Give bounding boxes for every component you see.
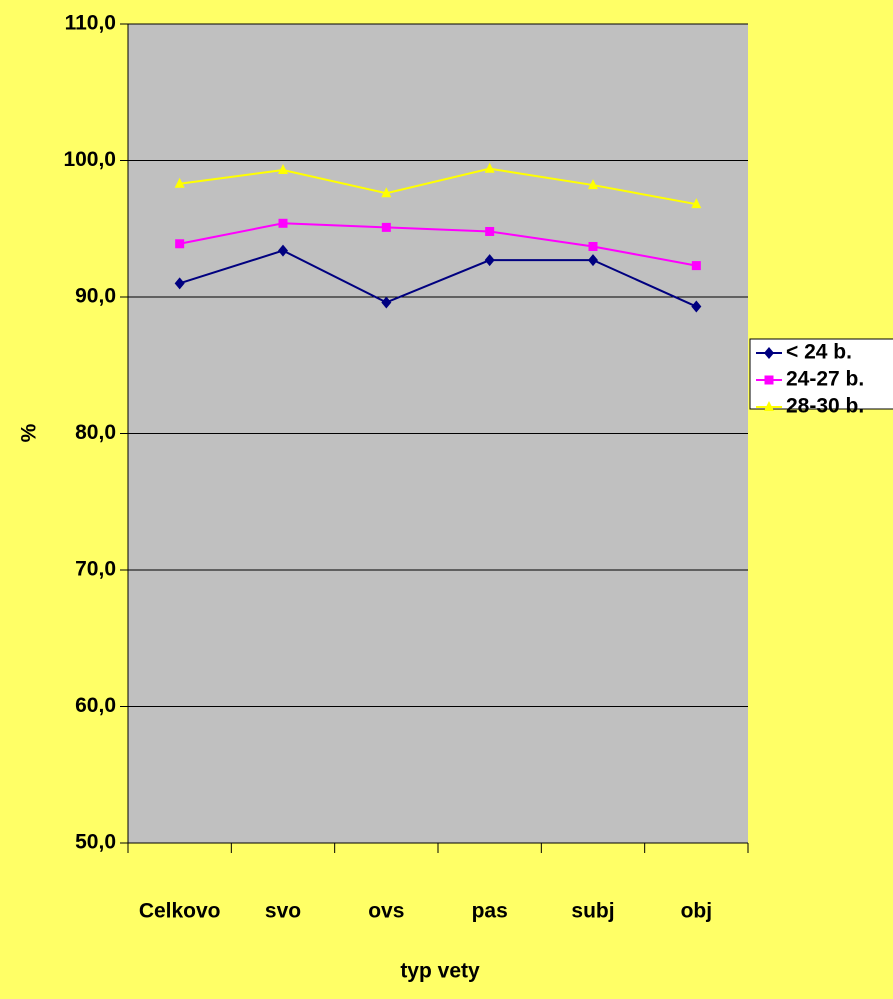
x-axis-label: typ vety [400,960,480,983]
marker [278,218,288,228]
marker [381,187,392,198]
marker [381,222,391,232]
marker [485,226,495,236]
series-line [179,222,697,267]
x-tick-label: pas [472,900,508,923]
y-tick-label: 50,0 [75,831,116,854]
y-tick-label: 60,0 [75,694,116,717]
marker [691,198,702,209]
x-tick-label: Celkovo [139,900,221,923]
legend-label: 28-30 b. [786,395,864,418]
marker [278,244,288,257]
marker [764,375,774,385]
legend-label: 24-27 b. [786,368,864,391]
y-axis-label: % [18,423,41,442]
marker [691,261,701,271]
marker [691,300,702,313]
marker [484,254,495,267]
marker [278,164,288,175]
x-tick-label: ovs [368,900,404,923]
marker [174,177,185,188]
marker [175,239,185,249]
y-tick-label: 110,0 [65,12,116,35]
series-line [179,249,697,308]
marker [484,162,495,173]
y-tick-label: 70,0 [75,558,116,581]
y-tick-label: 80,0 [75,421,116,444]
y-tick-label: 100,0 [63,148,116,171]
marker [764,347,774,359]
marker [588,179,598,190]
marker [588,241,598,251]
marker [764,401,774,411]
y-tick-label: 90,0 [75,285,116,308]
marker [588,254,598,267]
series-line [179,167,697,206]
legend-label: < 24 b. [786,341,852,364]
marker [174,277,185,290]
x-tick-label: svo [265,900,301,923]
legend-box [749,338,893,410]
x-tick-label: subj [571,900,614,923]
x-tick-label: obj [681,900,713,923]
marker [381,296,392,309]
